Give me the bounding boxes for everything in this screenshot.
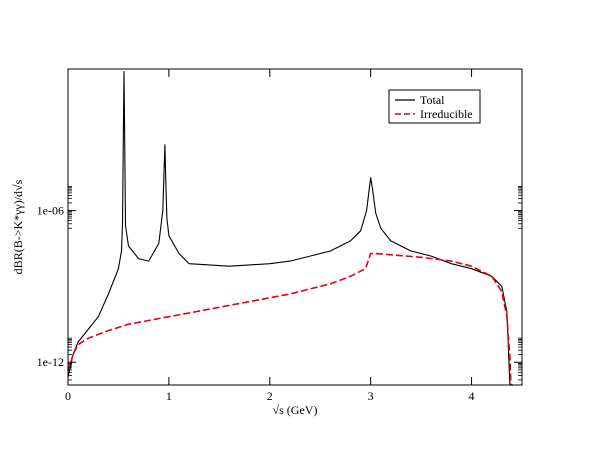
plot-frame <box>67 68 523 386</box>
legend-box <box>388 89 481 124</box>
y-tick-label: 1e-06 <box>37 204 64 218</box>
series-layer <box>67 70 513 386</box>
legend-label-irreducible: Irreducible <box>420 107 473 121</box>
series-line-irreducible <box>67 252 513 386</box>
x-tick-label: 3 <box>368 389 374 403</box>
y-tick-label: 1e-12 <box>37 355 64 369</box>
x-tick-label: 4 <box>469 389 475 403</box>
x-axis-ticks: 0 1 2 3 4 <box>65 69 475 403</box>
legend-label-total: Total <box>420 93 445 107</box>
y-axis-label: dBR(B->K*γγ)/d√s <box>11 179 25 274</box>
legend: Total Irreducible <box>388 89 481 124</box>
series-line-total <box>67 70 511 386</box>
x-tick-label: 0 <box>65 389 71 403</box>
x-tick-label: 2 <box>267 389 273 403</box>
x-axis-label: √s (GeV) <box>273 403 318 417</box>
x-tick-label: 1 <box>166 389 172 403</box>
y-axis-ticks: 1e-06 1e-12 <box>37 186 522 381</box>
